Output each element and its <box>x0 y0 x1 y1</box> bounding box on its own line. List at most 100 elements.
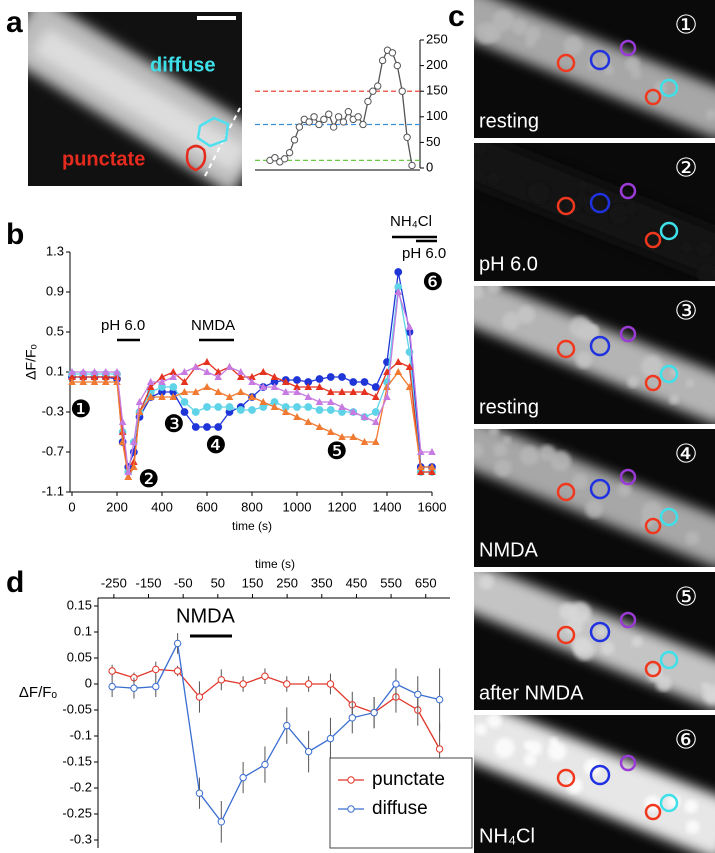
marker <box>118 418 127 425</box>
roi <box>589 192 611 214</box>
puncta <box>700 681 710 691</box>
micrograph <box>474 429 715 567</box>
marker <box>293 376 301 384</box>
marker <box>108 667 116 675</box>
marker <box>283 680 291 688</box>
puncta <box>584 758 601 776</box>
marker <box>394 268 403 276</box>
marker <box>130 684 138 692</box>
y-axis-label: ΔF/Fₒ <box>19 684 58 701</box>
marker <box>305 118 313 126</box>
marker <box>90 373 99 380</box>
marker <box>173 667 182 675</box>
roi <box>644 231 662 249</box>
marker <box>146 378 155 385</box>
puncta <box>487 715 502 729</box>
marker <box>378 56 387 65</box>
dendrite <box>32 27 242 173</box>
marker <box>283 721 291 730</box>
marker <box>315 375 324 383</box>
image-label: resting <box>479 110 539 132</box>
y-tick-label: 0.9 <box>46 283 64 298</box>
roi <box>589 49 611 71</box>
marker <box>191 363 200 370</box>
roi <box>659 793 679 813</box>
roi <box>589 335 611 357</box>
y-tick-label: 0 <box>426 159 433 174</box>
puncta <box>585 324 599 338</box>
marker <box>393 61 402 70</box>
marker <box>248 406 256 414</box>
puncta <box>523 740 533 749</box>
y-tick-label: 50 <box>426 134 440 149</box>
x-tick-label: 0 <box>68 499 75 514</box>
puncta <box>575 352 593 369</box>
puncta <box>681 241 693 253</box>
puncta <box>485 286 502 294</box>
image-column: ① resting ② pH 6.0 ③ resting ④ NMDA ⑤ after NMDA ⑥… <box>474 0 715 853</box>
marker <box>261 760 269 769</box>
marker <box>285 148 294 157</box>
marker <box>236 373 245 380</box>
y-tick-label: -0.15 <box>62 753 92 768</box>
marker <box>169 368 178 375</box>
roi <box>644 803 662 821</box>
marker <box>180 408 189 416</box>
marker <box>270 403 279 410</box>
roi <box>556 53 576 73</box>
marker <box>180 398 189 406</box>
x-tick-label: 650 <box>415 575 437 590</box>
marker <box>371 408 380 416</box>
marker <box>259 383 268 390</box>
marker <box>203 423 211 431</box>
puncta <box>559 602 577 620</box>
x-axis-label: time (s) <box>232 519 272 533</box>
roi <box>659 507 679 527</box>
marker <box>364 97 372 106</box>
marker <box>394 368 403 375</box>
marker <box>239 680 247 688</box>
chart: -1.1 -0.7 -0.3 0.1 0.5 0.9 1.3 0 200 400 600 800 100… <box>23 243 447 533</box>
marker <box>360 438 369 445</box>
micrograph <box>474 143 715 281</box>
marker <box>146 393 155 400</box>
marker <box>79 368 88 375</box>
puncta <box>502 436 511 445</box>
marker <box>248 378 256 385</box>
marker <box>304 383 313 390</box>
puncta <box>576 193 589 206</box>
marker <box>349 408 358 415</box>
chart: 0.15 0.1 0.05 0 -0.05 -0.1 -0.15 -0.2 -0.25 -0.3 -… <box>19 557 473 849</box>
marker <box>180 378 189 385</box>
x-tick-label: -50 <box>174 575 193 590</box>
marker <box>315 120 323 129</box>
marker <box>388 49 397 57</box>
x-tick-label: 50 <box>211 575 225 590</box>
marker <box>146 383 155 390</box>
marker <box>383 393 391 400</box>
marker <box>293 413 301 420</box>
puncta <box>617 483 632 497</box>
y-tick-label: 0.1 <box>74 623 92 638</box>
y-axis-label: ΔF/Fₒ <box>23 344 39 380</box>
roi-diffuse <box>196 116 230 148</box>
image-label: after NMDA <box>479 682 584 704</box>
marker <box>281 388 290 395</box>
puncta <box>624 56 640 72</box>
marker <box>435 745 444 753</box>
dendrite <box>474 572 715 710</box>
marker <box>173 639 182 648</box>
y-tick-label: -1.1 <box>42 483 64 498</box>
roi <box>659 364 679 384</box>
x-tick-label: 1400 <box>373 499 402 514</box>
series-line <box>111 668 441 750</box>
marker <box>135 398 144 405</box>
puncta <box>685 531 700 545</box>
puncta <box>707 690 715 701</box>
y-tick-label: 0 <box>85 675 92 690</box>
marker <box>79 378 88 385</box>
x-tick-label: 1200 <box>328 499 357 514</box>
puncta <box>539 444 556 462</box>
roi-label: diffuse <box>150 54 216 76</box>
state-marker: ❸ <box>163 410 185 438</box>
